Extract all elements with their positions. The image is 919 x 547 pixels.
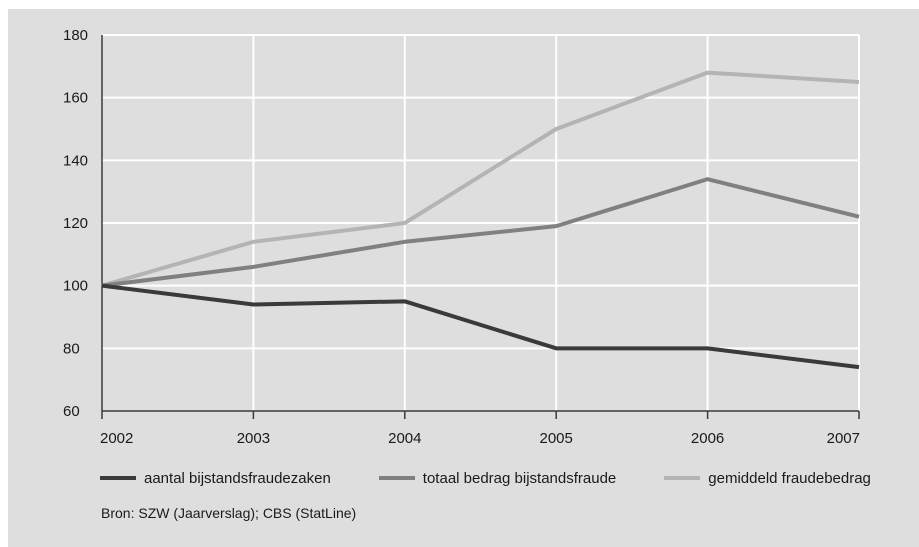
y-tick-label-80: 80 [63,340,80,357]
legend-item-aantal: aantal bijstandsfraudezaken [100,470,331,487]
series-line-1 [101,177,860,288]
x-tick-label-2005: 2005 [540,430,573,447]
source-note: Bron: SZW (Jaarverslag); CBS (StatLine) [101,505,357,521]
x-tick-label-2004: 2004 [388,430,421,447]
legend-item-gemiddeld: gemiddeld fraudebedrag [664,470,871,487]
x-tick-label-2006: 2006 [691,430,724,447]
legend: aantal bijstandsfraudezaken totaal bedra… [100,466,919,490]
legend-label-totaal: totaal bedrag bijstandsfraude [422,469,617,487]
series-line-2 [101,70,860,288]
series-line-0 [101,283,860,370]
y-tick-label-100: 100 [63,278,88,295]
y-tick-label-180: 180 [63,27,88,44]
series-layer [101,70,860,370]
x-tick-label-2003: 2003 [237,430,270,447]
legend-label-aantal: aantal bijstandsfraudezaken [144,469,331,487]
label-layer: 60 80 100 120 140 160 180 2002 2003 2004 2005 2006 2… [63,27,860,447]
legend-item-totaal: totaal bedrag bijstandsfraude [378,469,617,487]
y-tick-label-60: 60 [63,403,80,420]
y-tick-label-160: 160 [63,90,88,107]
legend-swatch-totaal [378,476,415,480]
x-tick-label-2002: 2002 [100,430,133,447]
legend-swatch-aantal [100,476,136,480]
x-tick-label-2007: 2007 [827,430,860,447]
legend-label-gemiddeld: gemiddeld fraudebedrag [708,469,871,487]
y-tick-label-120: 120 [63,215,88,232]
legend-swatch-gemiddeld [664,476,701,480]
axis-layer [101,35,860,419]
y-tick-label-140: 140 [63,152,88,169]
